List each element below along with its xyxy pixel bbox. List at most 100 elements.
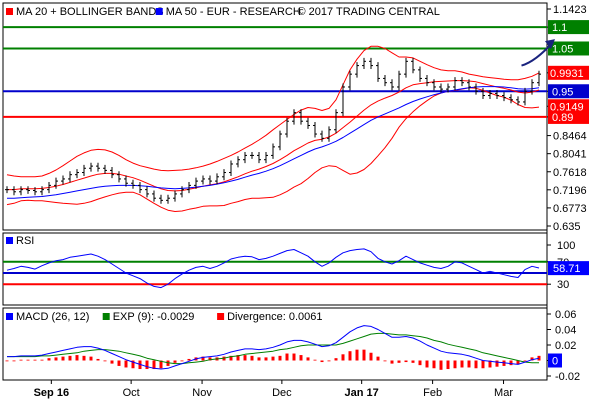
divergence-bar xyxy=(187,358,191,361)
divergence-bar xyxy=(488,360,492,368)
divergence-bar xyxy=(243,355,247,361)
ma20-line xyxy=(7,80,540,192)
divergence-bar xyxy=(180,360,184,362)
rsi-line xyxy=(6,248,540,289)
macd-legend-label-1: EXP (9): -0.0029 xyxy=(113,311,195,323)
price-tick-label: 0.8464 xyxy=(553,131,587,143)
x-tick-label: Oct xyxy=(123,387,140,399)
divergence-bar xyxy=(299,355,303,361)
divergence-bar xyxy=(397,360,401,363)
divergence-bar xyxy=(47,358,51,361)
divergence-bar xyxy=(509,360,513,366)
divergence-bar xyxy=(425,360,429,368)
divergence-bar xyxy=(467,360,471,368)
divergence-bar xyxy=(495,360,499,367)
divergence-bar xyxy=(446,360,450,370)
divergence-bar xyxy=(257,357,261,361)
macd-legend-label-0: MACD (26, 12) xyxy=(16,311,89,323)
value-tag-0.9149 xyxy=(548,99,589,114)
divergence-bar xyxy=(173,360,177,363)
divergence-bar xyxy=(5,360,9,362)
copyright-label: © 2017 TRADING CENTRAL xyxy=(298,6,440,18)
legend-swatch-0 xyxy=(6,8,13,15)
macd-legend-swatch-2 xyxy=(217,313,225,320)
macd-legend-label-2: Divergence: 0.0061 xyxy=(227,311,322,323)
divergence-bar xyxy=(474,360,478,369)
price-tick-label: 0.8041 xyxy=(553,149,587,161)
macd-tick-label: 0.02 xyxy=(555,340,576,352)
divergence-bar xyxy=(250,355,254,361)
price-tick-label: 0.6773 xyxy=(553,203,587,215)
divergence-bar xyxy=(145,360,149,370)
x-tick-label: Jan 17 xyxy=(345,387,379,399)
divergence-bar xyxy=(537,355,541,361)
divergence-bar xyxy=(278,355,282,361)
divergence-bar xyxy=(460,360,464,368)
divergence-bar xyxy=(348,351,352,361)
divergence-bar xyxy=(96,358,100,361)
divergence-bar xyxy=(390,360,394,364)
divergence-bar xyxy=(523,360,527,362)
divergence-bar xyxy=(159,360,163,369)
level-tag-1.1 xyxy=(548,20,589,35)
x-tick-label: Feb xyxy=(423,387,442,399)
price-tick-label: 0.7618 xyxy=(553,167,587,179)
divergence-bar xyxy=(26,359,30,361)
rsi-legend-label: RSI xyxy=(16,235,34,247)
divergence-bar xyxy=(208,357,212,361)
rsi-panel xyxy=(2,232,548,306)
divergence-bar xyxy=(418,360,422,366)
divergence-bar xyxy=(404,360,408,363)
divergence-bar xyxy=(19,359,23,361)
divergence-bar xyxy=(362,349,366,361)
divergence-bar xyxy=(411,360,415,363)
rsi-tick-label: 100 xyxy=(557,240,575,252)
macd-signal-line xyxy=(7,332,539,365)
level-tag-text-0.95: 0.95 xyxy=(552,86,573,98)
divergence-bar xyxy=(110,360,114,364)
divergence-bar xyxy=(12,360,16,362)
macd-value-tag xyxy=(548,353,562,368)
divergence-bar xyxy=(453,360,457,369)
divergence-bar xyxy=(432,360,436,369)
divergence-bar xyxy=(89,356,93,361)
price-tick-label: 0.7196 xyxy=(553,185,587,197)
macd-tick-label: 0.06 xyxy=(555,309,576,321)
divergence-bar xyxy=(75,355,79,361)
level-tag-0.95 xyxy=(548,84,589,99)
macd-legend-swatch-0 xyxy=(6,313,13,320)
divergence-bar xyxy=(117,360,121,366)
macd-line xyxy=(7,325,540,370)
rsi-value-tag-text: 58.71 xyxy=(553,263,581,275)
divergence-bar xyxy=(229,355,233,361)
x-tick-label: Nov xyxy=(192,387,212,399)
divergence-bar xyxy=(327,360,331,362)
ma50-line xyxy=(7,86,540,199)
rsi-tick-label: 30 xyxy=(557,279,569,291)
level-tag-text-1.1: 1.1 xyxy=(552,22,567,34)
divergence-bar xyxy=(383,360,387,362)
value-tag-0.9931 xyxy=(548,65,589,80)
x-tick-label: Dec xyxy=(272,387,292,399)
value-tag-text-0.9931: 0.9931 xyxy=(550,68,584,80)
divergence-bar xyxy=(516,360,520,365)
divergence-bar xyxy=(481,360,485,369)
macd-legend-swatch-1 xyxy=(102,313,110,320)
rsi-legend-swatch xyxy=(6,237,13,244)
divergence-bar xyxy=(54,357,58,361)
divergence-bar xyxy=(236,355,240,361)
level-tag-text-0.89: 0.89 xyxy=(552,112,573,124)
divergence-bar xyxy=(201,356,205,361)
divergence-bar xyxy=(334,358,338,361)
divergence-bar xyxy=(439,360,443,370)
macd-tick-label: 0.04 xyxy=(555,325,576,337)
divergence-bar xyxy=(271,356,275,361)
level-tag-0.89 xyxy=(548,109,589,124)
divergence-bar xyxy=(68,355,72,361)
x-tick-label: Sep 16 xyxy=(34,387,69,399)
divergence-bar xyxy=(103,360,107,362)
divergence-bar xyxy=(40,359,44,361)
forecast-arrow-head xyxy=(545,39,555,50)
